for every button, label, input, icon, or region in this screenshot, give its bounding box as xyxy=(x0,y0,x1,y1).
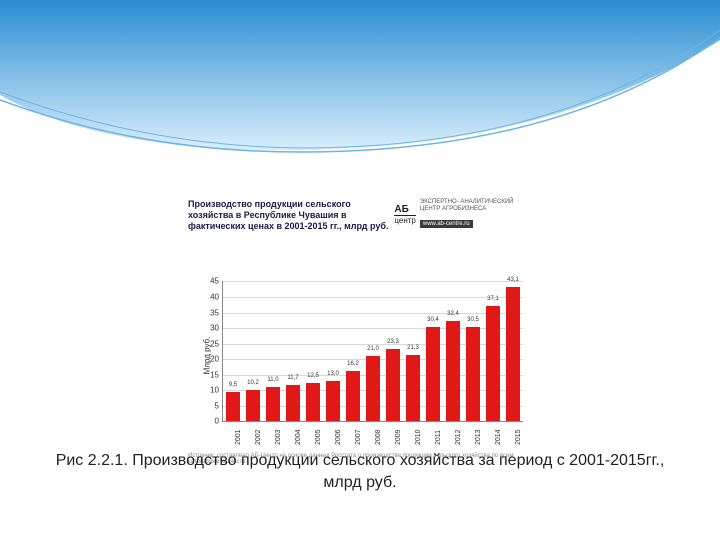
y-tick: 5 xyxy=(215,401,219,410)
bar: 11,7 xyxy=(286,385,300,421)
chart-area: 0 5 10 15 20 25 30 35 40 45 9,5 10,2 11,0 11,7 12,5 13,… xyxy=(180,233,540,451)
grid-line xyxy=(223,281,523,282)
bar-value-label: 10,2 xyxy=(246,380,260,386)
x-tick: 2015 xyxy=(515,430,522,446)
bar-value-label: 16,2 xyxy=(346,361,360,367)
x-tick: 2001 xyxy=(235,430,242,446)
bar: 9,5 xyxy=(226,392,240,422)
bar: 43,1 xyxy=(506,287,520,421)
bar-value-label: 13,0 xyxy=(326,371,340,377)
bar-value-label: 37,1 xyxy=(486,296,500,302)
bar: 37,1 xyxy=(486,306,500,421)
y-tick: 45 xyxy=(210,277,219,286)
bar: 10,2 xyxy=(246,390,260,422)
y-tick: 35 xyxy=(210,308,219,317)
bar: 30,4 xyxy=(426,327,440,422)
x-tick: 2010 xyxy=(415,430,422,446)
y-tick: 0 xyxy=(215,417,219,426)
grid-line xyxy=(223,297,523,298)
brand-logo-top: АБ xyxy=(394,205,415,215)
y-tick: 40 xyxy=(210,292,219,301)
bar: 23,3 xyxy=(386,349,400,421)
bar: 30,5 xyxy=(466,327,480,422)
bar-value-label: 9,5 xyxy=(226,382,240,388)
bar-value-label: 30,5 xyxy=(466,317,480,323)
bar-value-label: 12,5 xyxy=(306,373,320,379)
figure-caption: Рис 2.2.1. Производство продукции сельск… xyxy=(40,450,680,493)
plot-area: 0510152025303540459,510,211,011,712,513,… xyxy=(222,281,523,422)
x-tick: 2002 xyxy=(255,430,262,446)
bar-value-label: 11,7 xyxy=(286,375,300,381)
grid-line xyxy=(223,313,523,314)
y-tick: 30 xyxy=(210,324,219,333)
x-tick: 2014 xyxy=(495,430,502,446)
card-title: Производство продукции сельского хозяйст… xyxy=(188,199,394,231)
y-tick: 20 xyxy=(210,355,219,364)
y-tick: 15 xyxy=(210,370,219,379)
bar-value-label: 11,0 xyxy=(266,377,280,383)
bar: 13,0 xyxy=(326,381,340,421)
top-swoosh xyxy=(0,0,720,170)
x-tick: 2009 xyxy=(395,430,402,446)
y-tick: 25 xyxy=(210,339,219,348)
y-axis-label: Млрд руб. xyxy=(202,337,211,375)
brand-block: АБ центр ЭКСПЕРТНО- АНАЛИТИЧЕСКИЙ ЦЕНТР … xyxy=(394,199,532,230)
x-tick: 2006 xyxy=(335,430,342,446)
x-tick: 2003 xyxy=(275,430,282,446)
card-header: Производство продукции сельского хозяйст… xyxy=(180,195,540,233)
x-tick: 2004 xyxy=(295,430,302,446)
bar-value-label: 32,4 xyxy=(446,311,460,317)
brand-desc: ЭКСПЕРТНО- АНАЛИТИЧЕСКИЙ ЦЕНТР АГРОБИЗНЕ… xyxy=(420,199,532,212)
x-tick: 2007 xyxy=(355,430,362,446)
bar-value-label: 43,1 xyxy=(506,277,520,283)
x-tick: 2008 xyxy=(375,430,382,446)
x-tick: 2012 xyxy=(455,430,462,446)
bar: 21,0 xyxy=(366,356,380,421)
bar-value-label: 21,0 xyxy=(366,346,380,352)
bar: 12,5 xyxy=(306,383,320,422)
brand-logo-bottom: центр xyxy=(394,215,415,225)
x-tick: 2005 xyxy=(315,430,322,446)
x-tick: 2013 xyxy=(475,430,482,446)
y-tick: 10 xyxy=(210,386,219,395)
bar-value-label: 23,3 xyxy=(386,339,400,345)
x-tick: 2011 xyxy=(435,430,442,445)
bar: 16,2 xyxy=(346,371,360,421)
bar: 32,4 xyxy=(446,321,460,422)
bar-value-label: 21,3 xyxy=(406,345,420,351)
bar: 21,3 xyxy=(406,355,420,421)
bar-value-label: 30,4 xyxy=(426,317,440,323)
bar: 11,0 xyxy=(266,387,280,421)
brand-url: www.ab-centre.ru xyxy=(420,220,473,228)
chart-card: Производство продукции сельского хозяйст… xyxy=(180,195,540,435)
